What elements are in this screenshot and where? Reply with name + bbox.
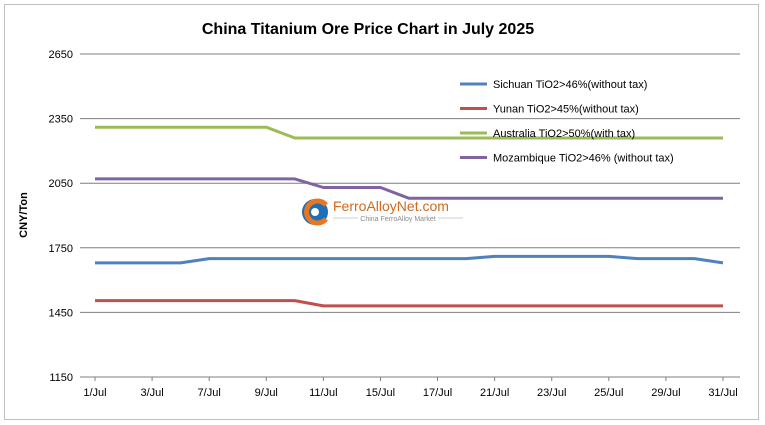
y-tick-label: 2650 bbox=[49, 49, 73, 61]
y-tick-label: 2050 bbox=[49, 178, 73, 190]
y-tick-label: 1450 bbox=[49, 307, 73, 319]
x-tick-label: 21/Jul bbox=[480, 387, 509, 399]
x-tick-label: 9/Jul bbox=[255, 387, 278, 399]
x-tick-label: 29/Jul bbox=[651, 387, 680, 399]
x-axis-ticks: 1/Jul 3/Jul 7/Jul 9/Jul 11/Jul 15/Jul 17/Jul 21… bbox=[83, 377, 738, 399]
x-tick-label: 7/Jul bbox=[198, 387, 221, 399]
series-line bbox=[95, 125, 723, 140]
y-gridlines bbox=[80, 53, 740, 313]
chart-frame bbox=[4, 4, 759, 420]
chart-title: China Titanium Ore Price Chart in July 2… bbox=[202, 21, 534, 38]
watermark-brand: FerroAlloyNet.com bbox=[333, 198, 449, 214]
x-tick-label: 31/Jul bbox=[708, 387, 737, 399]
ferroalloynet-watermark: FerroAlloyNet.com China FerroAlloy Marke… bbox=[302, 198, 463, 226]
legend-item: Mozambique TiO2>46% (without tax) bbox=[460, 153, 674, 165]
legend-label: Australia TiO2>50%(with tax) bbox=[493, 128, 635, 140]
y-tick-label: 1750 bbox=[49, 243, 73, 255]
legend-item: Australia TiO2>50%(with tax) bbox=[460, 128, 635, 140]
y-tick-label: 2350 bbox=[49, 114, 73, 126]
y-axis-label: CNY/Ton bbox=[18, 192, 30, 238]
legend-label: Yunan TiO2>45%(without tax) bbox=[493, 104, 639, 116]
series-line bbox=[95, 177, 723, 200]
x-tick-label: 3/Jul bbox=[140, 387, 163, 399]
legend-label: Sichuan TiO2>46%(without tax) bbox=[493, 79, 647, 91]
x-tick-label: 15/Jul bbox=[366, 387, 395, 399]
y-axis-ticks: 1150 1450 1750 2050 2350 2650 bbox=[49, 49, 73, 384]
ferroalloynet-logo-icon bbox=[302, 198, 328, 226]
x-tick-label: 25/Jul bbox=[594, 387, 623, 399]
y-tick-label: 1150 bbox=[49, 372, 73, 384]
series-line bbox=[95, 254, 724, 265]
x-tick-label: 23/Jul bbox=[537, 387, 566, 399]
series-lines bbox=[95, 125, 724, 308]
legend-label: Mozambique TiO2>46% (without tax) bbox=[493, 153, 674, 165]
legend-item: Sichuan TiO2>46%(without tax) bbox=[460, 79, 647, 91]
legend: Sichuan TiO2>46%(without tax) Yunan TiO2>… bbox=[460, 79, 674, 165]
x-tick-label: 1/Jul bbox=[83, 387, 106, 399]
series-line bbox=[95, 299, 723, 308]
legend-item: Yunan TiO2>45%(without tax) bbox=[460, 104, 639, 116]
x-tick-label: 11/Jul bbox=[309, 387, 338, 399]
x-tick-label: 17/Jul bbox=[423, 387, 452, 399]
watermark-tagline: China FerroAlloy Market bbox=[360, 216, 436, 223]
